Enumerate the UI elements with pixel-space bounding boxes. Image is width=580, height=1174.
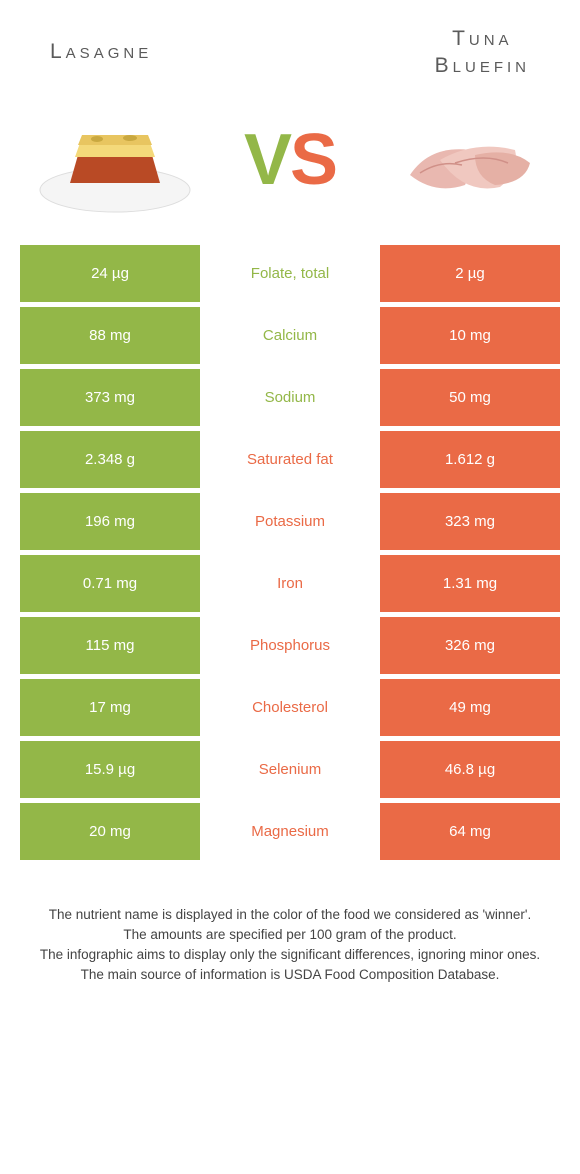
table-row: 15.9 µgSelenium46.8 µg: [20, 741, 560, 798]
value-right: 2 µg: [380, 245, 560, 302]
value-left: 0.71 mg: [20, 555, 200, 612]
nutrient-label: Cholesterol: [200, 679, 380, 736]
nutrient-table: 24 µgFolate, total2 µg88 mgCalcium10 mg3…: [20, 245, 560, 860]
vs-s: S: [290, 120, 336, 200]
nutrient-label: Calcium: [200, 307, 380, 364]
food-image-right: [380, 105, 550, 215]
table-row: 24 µgFolate, total2 µg: [20, 245, 560, 302]
food-title-right-line2: Bluefin: [435, 54, 530, 77]
table-row: 196 mgPotassium323 mg: [20, 493, 560, 550]
nutrient-label: Magnesium: [200, 803, 380, 860]
footer-notes: The nutrient name is displayed in the co…: [30, 905, 550, 986]
value-left: 15.9 µg: [20, 741, 200, 798]
value-left: 17 mg: [20, 679, 200, 736]
table-row: 20 mgMagnesium64 mg: [20, 803, 560, 860]
value-left: 20 mg: [20, 803, 200, 860]
footer-line: The nutrient name is displayed in the co…: [30, 905, 550, 925]
value-left: 2.348 g: [20, 431, 200, 488]
nutrient-label: Potassium: [200, 493, 380, 550]
food-title-right: Tuna Bluefin: [435, 25, 530, 80]
food-title-left: Lasagne: [50, 40, 152, 64]
value-left: 373 mg: [20, 369, 200, 426]
header: Lasagne Tuna Bluefin: [0, 0, 580, 95]
value-right: 50 mg: [380, 369, 560, 426]
value-right: 64 mg: [380, 803, 560, 860]
nutrient-label: Folate, total: [200, 245, 380, 302]
nutrient-label: Phosphorus: [200, 617, 380, 674]
table-row: 115 mgPhosphorus326 mg: [20, 617, 560, 674]
vs-v: V: [244, 120, 290, 200]
value-right: 46.8 µg: [380, 741, 560, 798]
table-row: 0.71 mgIron1.31 mg: [20, 555, 560, 612]
tuna-icon: [380, 105, 550, 215]
nutrient-label: Selenium: [200, 741, 380, 798]
nutrient-label: Saturated fat: [200, 431, 380, 488]
table-row: 2.348 gSaturated fat1.612 g: [20, 431, 560, 488]
footer-line: The infographic aims to display only the…: [30, 945, 550, 965]
value-right: 49 mg: [380, 679, 560, 736]
table-row: 373 mgSodium50 mg: [20, 369, 560, 426]
food-title-right-line1: Tuna: [452, 27, 513, 50]
nutrient-label: Sodium: [200, 369, 380, 426]
value-left: 24 µg: [20, 245, 200, 302]
value-right: 10 mg: [380, 307, 560, 364]
footer-line: The main source of information is USDA F…: [30, 965, 550, 985]
lasagne-icon: [30, 105, 200, 215]
value-right: 1.612 g: [380, 431, 560, 488]
footer-line: The amounts are specified per 100 gram o…: [30, 925, 550, 945]
value-left: 115 mg: [20, 617, 200, 674]
food-image-left: [30, 105, 200, 215]
table-row: 88 mgCalcium10 mg: [20, 307, 560, 364]
value-right: 326 mg: [380, 617, 560, 674]
value-right: 1.31 mg: [380, 555, 560, 612]
hero-row: VS: [0, 95, 580, 245]
value-left: 196 mg: [20, 493, 200, 550]
value-right: 323 mg: [380, 493, 560, 550]
vs-label: VS: [244, 119, 336, 201]
value-left: 88 mg: [20, 307, 200, 364]
nutrient-label: Iron: [200, 555, 380, 612]
infographic-page: Lasagne Tuna Bluefin VS: [0, 0, 580, 986]
table-row: 17 mgCholesterol49 mg: [20, 679, 560, 736]
